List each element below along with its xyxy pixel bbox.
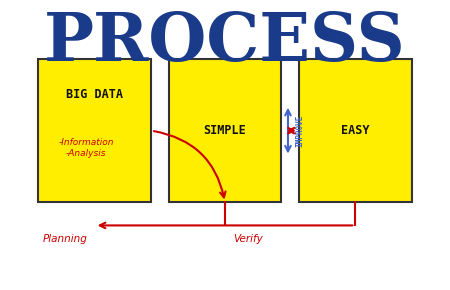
FancyBboxPatch shape [169, 59, 281, 202]
Text: PROCESS: PROCESS [44, 10, 406, 75]
FancyBboxPatch shape [38, 59, 151, 202]
Text: SIMPLE: SIMPLE [204, 124, 247, 137]
Text: IMPROVE: IMPROVE [296, 115, 305, 147]
Text: Verify: Verify [234, 234, 263, 244]
Text: BIG DATA: BIG DATA [66, 88, 123, 101]
Text: EASY: EASY [341, 124, 369, 137]
Text: -Information
-Analysis: -Information -Analysis [58, 138, 114, 157]
FancyBboxPatch shape [299, 59, 412, 202]
Text: Planning: Planning [43, 234, 87, 244]
